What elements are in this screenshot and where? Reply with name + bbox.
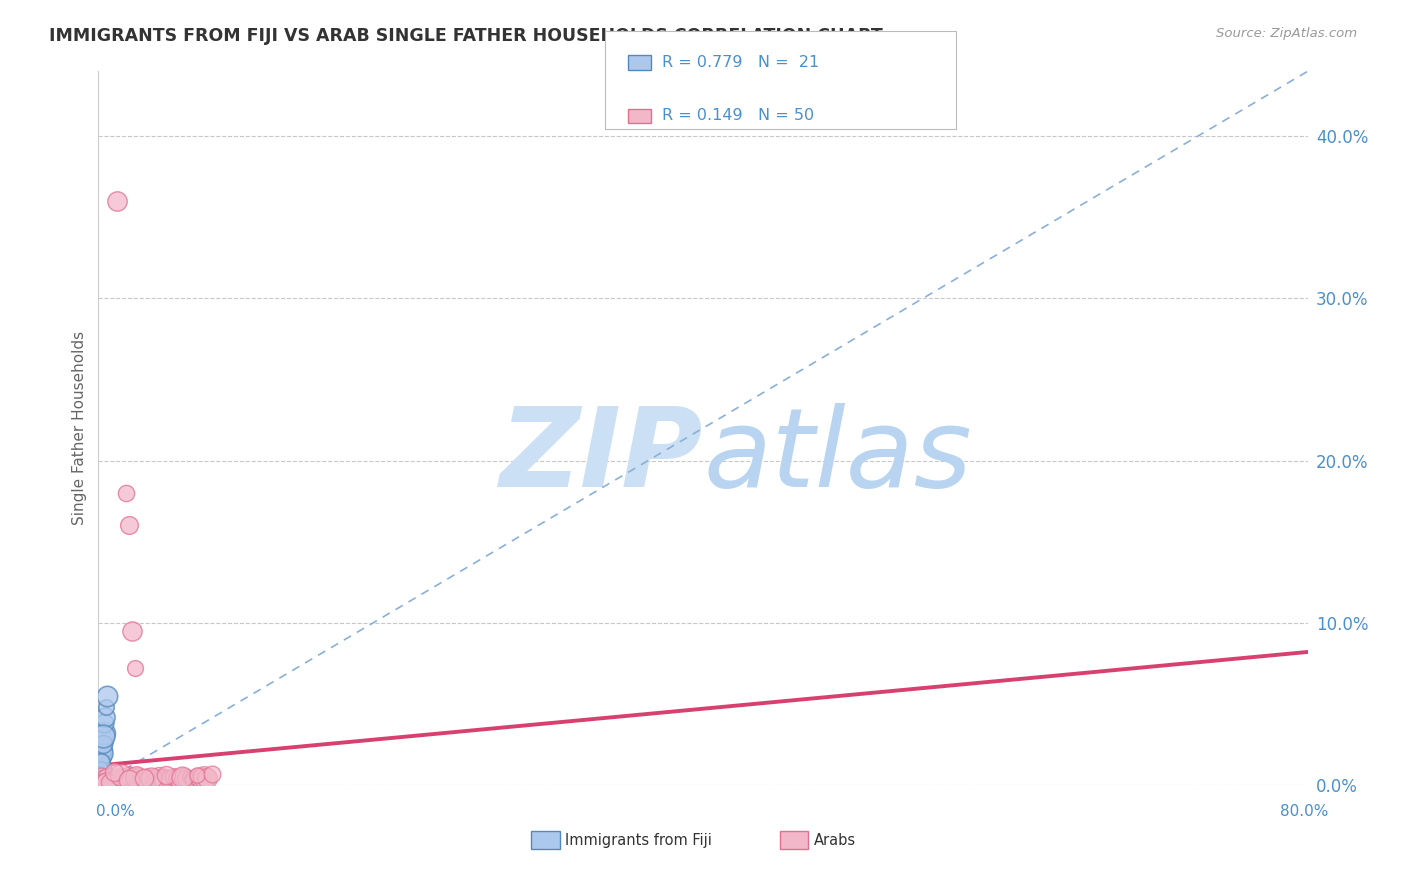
Point — [90, 770, 112, 784]
Point — [170, 770, 193, 784]
Point — [89, 773, 111, 788]
Text: IMMIGRANTS FROM FIJI VS ARAB SINGLE FATHER HOUSEHOLDS CORRELATION CHART: IMMIGRANTS FROM FIJI VS ARAB SINGLE FATH… — [49, 27, 883, 45]
Point — [150, 772, 173, 786]
Point — [89, 762, 111, 776]
Point — [201, 766, 224, 780]
Point — [148, 770, 170, 784]
Point — [110, 768, 132, 782]
Point — [89, 764, 111, 779]
Point — [89, 774, 111, 789]
Point — [155, 768, 177, 782]
Point — [181, 772, 204, 786]
Point — [108, 770, 131, 784]
Point — [93, 773, 115, 788]
Point — [90, 748, 112, 763]
Point — [166, 772, 188, 786]
Point — [141, 772, 163, 786]
Point — [114, 486, 136, 500]
Point — [91, 732, 114, 747]
Point — [103, 764, 125, 779]
Point — [111, 772, 134, 786]
Point — [89, 768, 111, 782]
Point — [105, 194, 128, 208]
Point — [90, 746, 112, 760]
Point — [90, 758, 112, 772]
Point — [127, 770, 149, 784]
Point — [125, 770, 148, 784]
Point — [89, 770, 111, 784]
Text: Arabs: Arabs — [814, 833, 856, 847]
Point — [90, 756, 112, 770]
Point — [121, 772, 143, 786]
Point — [174, 772, 197, 786]
Point — [100, 773, 122, 788]
Point — [195, 772, 218, 786]
Text: 0.0%: 0.0% — [96, 805, 135, 819]
Point — [91, 729, 114, 743]
Point — [94, 774, 117, 789]
Text: Immigrants from Fiji: Immigrants from Fiji — [565, 833, 711, 847]
Point — [91, 774, 114, 789]
Point — [139, 773, 162, 788]
Text: atlas: atlas — [703, 403, 972, 510]
Point — [93, 716, 115, 731]
Point — [169, 773, 191, 788]
Point — [90, 754, 112, 768]
Text: Source: ZipAtlas.com: Source: ZipAtlas.com — [1216, 27, 1357, 40]
Point — [91, 738, 114, 752]
Point — [190, 772, 212, 786]
Point — [93, 726, 115, 740]
Point — [94, 700, 117, 714]
Point — [118, 770, 141, 784]
Point — [135, 770, 157, 784]
Point — [184, 773, 207, 788]
Point — [156, 772, 179, 786]
Point — [118, 518, 141, 533]
Point — [186, 768, 208, 782]
Point — [91, 742, 114, 756]
Point — [103, 772, 125, 786]
Point — [132, 773, 155, 788]
Point — [163, 770, 186, 784]
Point — [98, 774, 121, 789]
Point — [114, 773, 136, 788]
Y-axis label: Single Father Households: Single Father Households — [72, 331, 87, 525]
Point — [187, 770, 209, 784]
Text: 80.0%: 80.0% — [1281, 805, 1329, 819]
Point — [105, 773, 128, 788]
Point — [193, 770, 215, 784]
Point — [96, 772, 118, 786]
Point — [94, 710, 117, 724]
Point — [89, 772, 111, 786]
Point — [179, 770, 201, 784]
Text: R = 0.149   N = 50: R = 0.149 N = 50 — [662, 109, 814, 123]
Point — [96, 689, 118, 703]
Point — [124, 661, 146, 675]
Text: ZIP: ZIP — [499, 403, 703, 510]
Point — [132, 772, 155, 786]
Point — [118, 773, 141, 788]
Point — [160, 773, 183, 788]
Point — [145, 773, 167, 788]
Text: R = 0.779   N =  21: R = 0.779 N = 21 — [662, 55, 820, 70]
Point — [129, 772, 152, 786]
Point — [172, 770, 194, 784]
Point — [124, 773, 146, 788]
Point — [89, 762, 111, 776]
Point — [121, 624, 143, 638]
Point — [153, 773, 176, 788]
Point — [142, 772, 165, 786]
